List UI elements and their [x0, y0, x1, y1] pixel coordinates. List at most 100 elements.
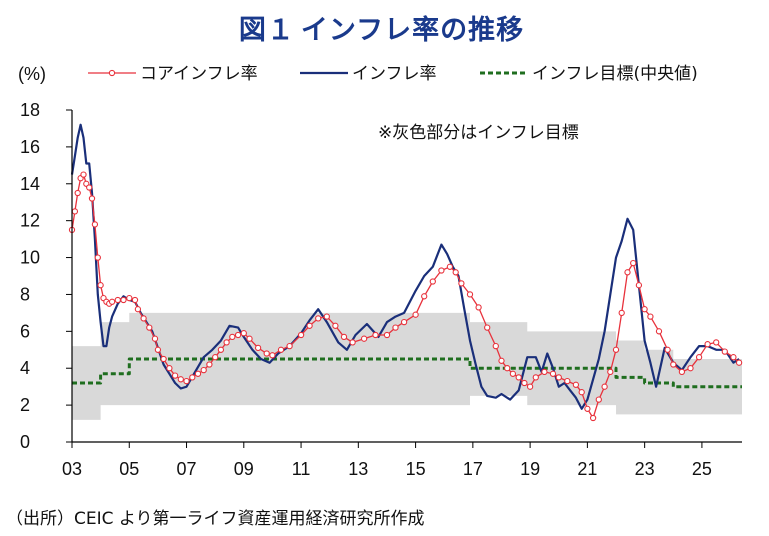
core-inflation-point — [635, 282, 643, 289]
core-inflation-point — [612, 346, 620, 353]
core-inflation-point — [475, 304, 482, 311]
core-inflation-point — [446, 263, 454, 270]
core-inflation-point — [541, 368, 548, 376]
core-inflation-point — [160, 355, 167, 363]
core-inflation-point — [589, 414, 597, 422]
x-tick-label: 25 — [692, 459, 712, 479]
core-inflation-point — [246, 335, 253, 342]
core-inflation-point — [94, 254, 101, 261]
core-inflation-point — [555, 374, 562, 381]
y-tick-label: 18 — [20, 100, 40, 120]
core-inflation-point — [97, 282, 104, 289]
x-tick-label: 13 — [348, 459, 368, 479]
core-inflation-point — [286, 342, 293, 350]
core-inflation-point — [664, 346, 671, 353]
core-inflation-point — [297, 331, 305, 339]
core-inflation-point — [383, 331, 391, 339]
core-inflation-point — [400, 318, 408, 326]
legend-label: コアインフレ率 — [140, 64, 258, 84]
x-tick-label: 05 — [119, 459, 139, 479]
core-inflation-point — [421, 293, 428, 300]
core-inflation-point — [372, 331, 379, 339]
y-tick-label: 16 — [20, 137, 40, 157]
axes-layer: 0 2 4 6 8 10 12 14 16 18 03 05 07 09 11 13 15 17 19 21 23 25 — [20, 100, 742, 479]
core-inflation-point — [509, 370, 517, 377]
core-inflation-point — [630, 259, 637, 267]
core-inflation-point — [146, 324, 153, 331]
core-inflation-point — [189, 374, 196, 381]
core-inflation-point — [151, 335, 159, 342]
core-inflation-point — [131, 296, 139, 304]
core-inflation-point — [504, 365, 511, 372]
core-inflation-point — [687, 365, 694, 372]
legend-label: インフレ目標(中央値) — [532, 64, 698, 84]
y-tick-label: 8 — [20, 284, 30, 304]
core-inflation-point — [655, 328, 663, 335]
core-inflation-point — [515, 374, 522, 381]
core-inflation-point — [340, 333, 348, 341]
x-tick-label: 09 — [234, 459, 254, 479]
chart-title: 図１ インフレ率の推移 — [0, 8, 769, 47]
core-inflation-point — [521, 379, 528, 387]
x-tick-label: 11 — [292, 459, 311, 479]
core-inflation-point — [549, 370, 557, 377]
core-inflation-point — [183, 377, 190, 385]
core-inflation-point — [269, 352, 276, 359]
source-note: （出所）CEIC より第一ライフ資産運用経済研究所作成 — [6, 509, 425, 529]
core-inflation-point — [564, 377, 571, 385]
y-tick-label: 14 — [20, 174, 40, 194]
core-inflation-point — [134, 306, 142, 313]
core-inflation-point — [306, 322, 313, 329]
legend-label: インフレ率 — [352, 64, 437, 84]
core-inflation-point — [492, 342, 499, 350]
y-tick-label: 6 — [20, 321, 30, 341]
core-inflation-point — [624, 269, 631, 276]
core-inflation-point — [526, 383, 534, 390]
core-inflation-point — [532, 374, 539, 381]
core-inflation-point — [584, 405, 591, 412]
core-inflation-point — [71, 208, 79, 215]
core-inflation-point — [223, 339, 230, 346]
core-inflation-point — [360, 335, 368, 342]
core-inflation-point — [212, 354, 219, 361]
core-inflation-point — [618, 309, 625, 317]
core-inflation-point — [601, 383, 608, 390]
core-inflation-point — [466, 291, 474, 298]
x-tick-label: 17 — [463, 459, 483, 479]
core-inflation-point — [695, 354, 703, 361]
y-unit-label: (%) — [18, 64, 46, 84]
core-inflation-point — [91, 221, 99, 228]
core-inflation-point — [194, 370, 202, 377]
y-tick-label: 10 — [20, 248, 40, 268]
core-inflation-point — [670, 361, 677, 368]
core-inflation-point — [678, 368, 686, 376]
core-inflation-point — [140, 315, 147, 322]
core-inflation-point — [114, 296, 121, 304]
core-inflation-point — [730, 354, 737, 361]
core-inflation-point — [578, 389, 585, 396]
core-inflation-point — [452, 269, 459, 276]
core-inflation-point — [412, 311, 419, 318]
figure-title-text: インフレ率の推移 — [300, 15, 525, 46]
core-inflation-point — [80, 171, 87, 178]
x-tick-label: 19 — [520, 459, 540, 479]
core-inflation-point — [392, 324, 399, 331]
core-inflation-point — [171, 372, 179, 379]
core-inflation-point — [206, 361, 213, 368]
core-inflation-point — [607, 368, 614, 376]
core-inflation-point — [595, 396, 602, 403]
y-tick-label: 4 — [20, 358, 30, 378]
core-inflation-point — [498, 357, 505, 364]
core-inflation-point — [458, 280, 465, 287]
core-inflation-point — [217, 346, 225, 353]
core-inflation-point — [735, 359, 743, 366]
legend-marker — [108, 69, 116, 77]
core-inflation-point — [721, 348, 728, 355]
series-layer — [68, 123, 743, 422]
core-inflation-point — [647, 313, 654, 320]
core-inflation-point — [120, 296, 127, 304]
core-inflation-point — [229, 333, 236, 341]
core-inflation-point — [713, 339, 720, 346]
core-inflation-point — [315, 315, 322, 322]
